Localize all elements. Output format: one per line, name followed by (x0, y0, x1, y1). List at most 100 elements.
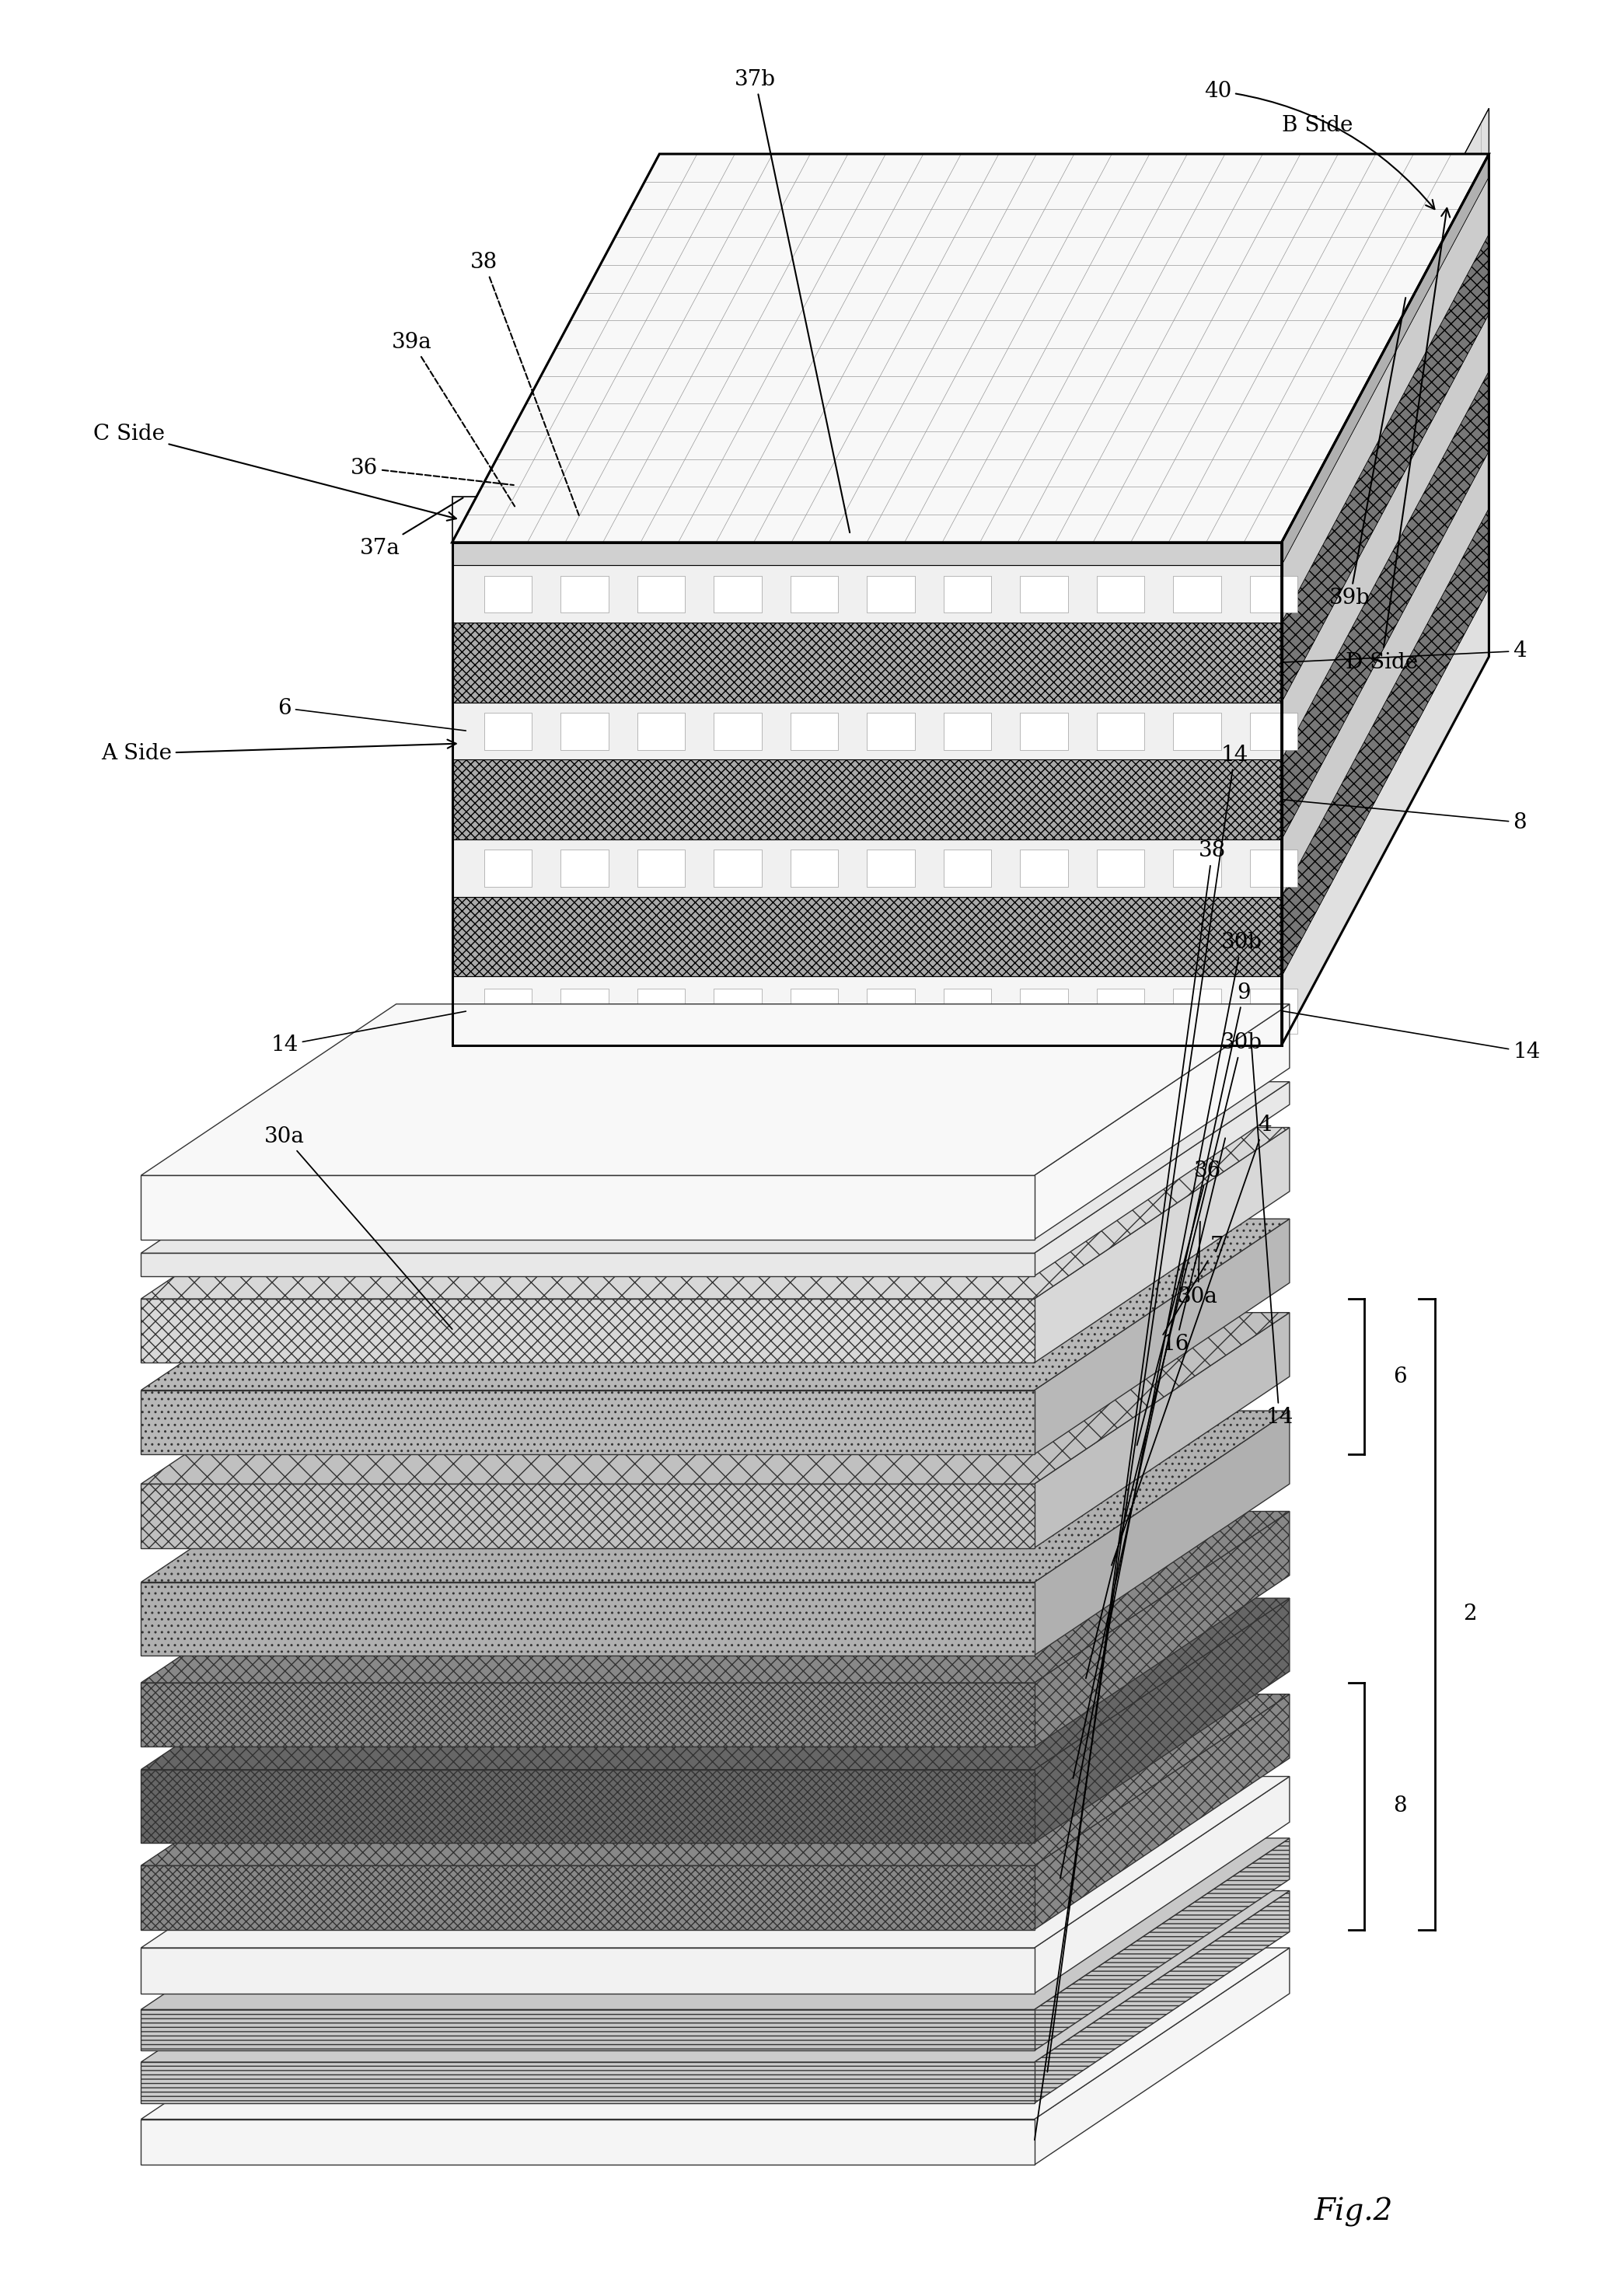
Polygon shape (141, 1300, 1034, 1364)
Polygon shape (1034, 1410, 1290, 1655)
Polygon shape (141, 1947, 1290, 2119)
Polygon shape (638, 712, 684, 751)
Polygon shape (1034, 1598, 1290, 1844)
Polygon shape (943, 850, 991, 886)
Polygon shape (867, 990, 915, 1033)
Polygon shape (451, 622, 1282, 703)
Text: 8: 8 (1394, 1795, 1407, 1816)
Text: 14: 14 (1251, 1045, 1293, 1428)
Polygon shape (560, 576, 609, 613)
Text: 30b: 30b (1086, 1033, 1262, 1678)
Polygon shape (1282, 315, 1489, 760)
Polygon shape (1034, 1511, 1290, 1747)
Polygon shape (1034, 1947, 1290, 2165)
Polygon shape (638, 850, 684, 886)
Polygon shape (1282, 108, 1489, 542)
Polygon shape (1249, 576, 1298, 613)
Polygon shape (141, 1947, 1034, 1993)
Polygon shape (141, 1254, 1034, 1277)
Text: 38: 38 (471, 253, 578, 514)
Polygon shape (1282, 372, 1489, 840)
Polygon shape (141, 2062, 1034, 2103)
Polygon shape (483, 576, 532, 613)
Text: 39a: 39a (392, 333, 514, 507)
Text: Fig.2: Fig.2 (1314, 2197, 1394, 2227)
Polygon shape (451, 496, 1282, 565)
Text: 30b: 30b (1060, 932, 1262, 1878)
Text: 14: 14 (271, 1010, 466, 1056)
Text: A Side: A Side (101, 739, 456, 765)
Polygon shape (1249, 712, 1298, 751)
Text: 38: 38 (1047, 840, 1225, 2071)
Polygon shape (1282, 507, 1489, 976)
Polygon shape (1097, 576, 1145, 613)
Polygon shape (790, 712, 838, 751)
Polygon shape (141, 1081, 1290, 1254)
Polygon shape (1034, 1003, 1290, 1240)
Polygon shape (638, 576, 684, 613)
Text: 37b: 37b (734, 69, 850, 533)
Polygon shape (483, 712, 532, 751)
Text: 6: 6 (278, 698, 466, 730)
Polygon shape (141, 1598, 1290, 1770)
Polygon shape (1282, 108, 1489, 565)
Polygon shape (141, 1890, 1290, 2062)
Polygon shape (141, 1777, 1290, 1947)
Polygon shape (1020, 990, 1068, 1033)
Polygon shape (713, 850, 761, 886)
Polygon shape (483, 990, 532, 1033)
Polygon shape (943, 712, 991, 751)
Polygon shape (141, 1839, 1290, 2009)
Text: 4: 4 (1111, 1114, 1272, 1566)
Polygon shape (560, 712, 609, 751)
Polygon shape (451, 154, 1489, 542)
Polygon shape (1034, 1081, 1290, 1277)
Text: 4: 4 (1283, 641, 1527, 661)
Polygon shape (790, 990, 838, 1033)
Polygon shape (1282, 234, 1489, 703)
Polygon shape (1097, 850, 1145, 886)
Polygon shape (141, 2009, 1034, 2050)
Polygon shape (451, 976, 1282, 1045)
Polygon shape (141, 1410, 1290, 1582)
Polygon shape (943, 990, 991, 1033)
Polygon shape (141, 1391, 1034, 1453)
Text: 36: 36 (350, 457, 514, 484)
Text: 14: 14 (1283, 1010, 1540, 1063)
Polygon shape (867, 712, 915, 751)
Text: 8: 8 (1283, 799, 1527, 833)
Polygon shape (1097, 712, 1145, 751)
Polygon shape (560, 850, 609, 886)
Polygon shape (451, 496, 1282, 542)
Text: 7: 7 (1163, 1235, 1224, 1334)
Polygon shape (943, 576, 991, 613)
Text: D Side: D Side (1346, 209, 1450, 673)
Text: 16: 16 (1161, 1139, 1225, 1355)
Polygon shape (1282, 588, 1489, 1045)
Polygon shape (713, 990, 761, 1033)
Polygon shape (1034, 1219, 1290, 1453)
Polygon shape (141, 1313, 1290, 1483)
Polygon shape (1172, 712, 1221, 751)
Polygon shape (1020, 576, 1068, 613)
Polygon shape (1034, 1694, 1290, 1929)
Polygon shape (1249, 850, 1298, 886)
Polygon shape (141, 1511, 1290, 1683)
Polygon shape (141, 1694, 1290, 1867)
Polygon shape (1034, 1777, 1290, 1993)
Text: C Side: C Side (93, 422, 456, 521)
Polygon shape (141, 2119, 1034, 2165)
Polygon shape (1020, 712, 1068, 751)
Text: 36: 36 (1137, 1159, 1221, 1444)
Polygon shape (141, 1683, 1034, 1747)
Polygon shape (1034, 1839, 1290, 2050)
Polygon shape (1034, 1313, 1290, 1548)
Polygon shape (141, 1003, 1290, 1176)
Text: 6: 6 (1394, 1366, 1407, 1387)
Text: 39b: 39b (1330, 298, 1405, 608)
Text: 30a: 30a (1177, 1221, 1219, 1306)
Polygon shape (483, 850, 532, 886)
Text: 30a: 30a (265, 1125, 453, 1329)
Polygon shape (1172, 576, 1221, 613)
Polygon shape (867, 576, 915, 613)
